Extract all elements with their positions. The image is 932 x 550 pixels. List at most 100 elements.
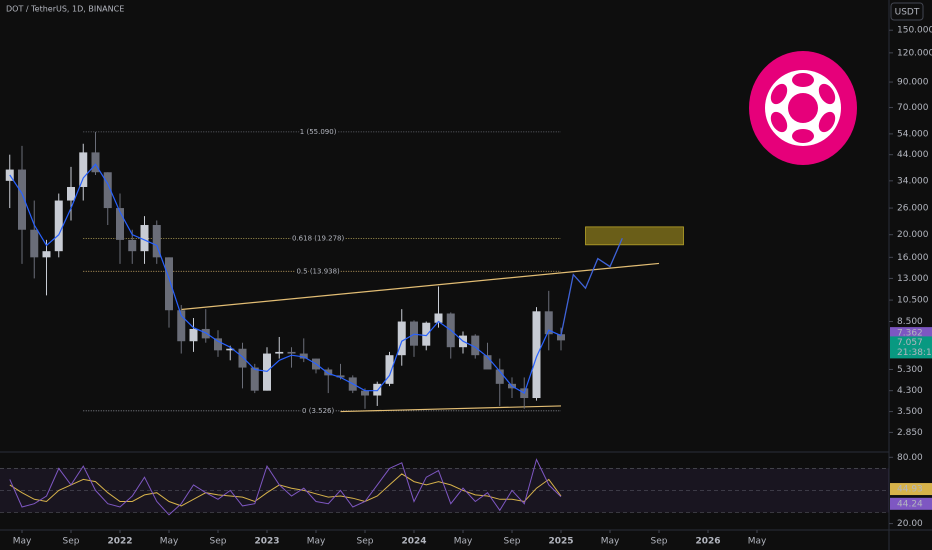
x-tick-label: Sep [210,537,227,547]
y-tick-label: 44.000 [897,150,929,160]
x-tick-label: Sep [63,537,80,547]
y-tick-label: 90.000 [897,78,929,88]
projection [560,238,623,336]
x-tick-label: May [601,537,620,547]
price-label: 7.057 [897,338,923,348]
candle-body [250,367,259,391]
y-tick-label: 120.000 [897,48,932,58]
candle-body [18,169,26,230]
price-label-box [890,327,932,340]
rsi-tick-label: 20.00 [897,519,923,529]
rsi-line [9,458,562,516]
x-tick-label: Sep [504,537,521,547]
x-tick-label: Sep [357,537,374,547]
candle-body [152,225,161,258]
candle-body [361,390,369,396]
logo-dot [770,111,788,133]
logo-dot [818,111,836,133]
logo-dot [770,83,788,105]
y-tick-label: 2.850 [897,428,923,438]
y-tick-label: 150.000 [897,26,932,36]
x-tick-label: 2026 [695,537,720,547]
candle-body [532,311,541,399]
candle-body [422,322,431,346]
y-tick-label: 34.000 [897,176,929,186]
candle-body [189,328,198,342]
candle-body [116,208,124,240]
x-tick-label: May [160,537,179,547]
candle-body [557,334,565,341]
chart-title: DOT / TetherUS, 1D, BINANCE [6,5,124,14]
candle-body [434,313,443,323]
x-tick-label: Sep [651,537,668,547]
fib-label: 0 (3.526) [302,407,334,415]
candle-body [324,369,333,376]
countdown: 21:38:12 [897,348,932,358]
candle-body [30,229,39,258]
rsi-ma [9,473,562,507]
target-zone [585,226,684,246]
candle-body [471,335,480,356]
y-tick-label: 16.000 [897,253,929,263]
y-tick-label: 8.500 [897,317,923,327]
logo-dot [792,129,814,143]
logo-center [788,93,818,123]
x-tick-label: 2023 [254,537,279,547]
x-tick-label: May [13,537,32,547]
rsi-tick-label: 80.00 [897,453,923,463]
candle-body [79,152,88,187]
fib-label: 0.5 (13.938) [296,267,340,275]
candle-body [397,321,406,356]
logo-dot [792,73,814,87]
candle-body [128,239,137,252]
candle-body [385,355,394,384]
rsi-label-box [890,483,932,496]
moving-average [9,163,562,394]
rsi-label-box [890,497,932,510]
currency-button[interactable] [890,2,924,21]
candle-body [54,200,63,252]
candle-body [483,355,492,370]
candle-body [177,310,186,342]
price-label: 7.362 [897,329,923,339]
candle-body [544,311,553,335]
candle-body [238,348,247,368]
candle-body [214,338,222,351]
candle-body [275,351,284,354]
y-tick-label: 10.500 [897,296,929,306]
candle-body [373,383,382,396]
y-tick-label: 3.500 [897,407,923,417]
candle-body [140,225,149,252]
candle-body [103,172,112,209]
y-tick-label: 4.300 [897,386,923,396]
candle-body [495,369,504,384]
fib-label: 0.618 (19.278) [292,234,344,242]
candle-body [263,353,271,391]
y-tick-label: 13.000 [897,274,929,284]
candle-body [67,186,75,201]
candle-body [91,152,100,173]
currency-label[interactable]: USDT [895,8,920,18]
y-tick-label: 5.300 [897,365,923,375]
candle-body [287,351,296,354]
y-tick-label: 26.000 [897,204,929,214]
candle-body [165,257,173,311]
x-tick-label: May [454,537,473,547]
logo-dot [818,83,836,105]
candle-body [201,328,210,339]
x-tick-label: May [748,537,767,547]
candle-body [42,251,51,258]
x-tick-label: 2024 [401,537,426,547]
fib-label: 1 (55.090) [300,128,337,136]
y-tick-label: 20.000 [897,230,929,240]
y-tick-label: 70.000 [897,103,929,113]
candle-body [226,348,235,351]
trend-line [181,262,660,311]
polkadot-logo [749,51,857,165]
rsi-label: 44.24 [897,499,923,509]
y-tick-label: 54.000 [897,129,929,139]
price-label-box [890,336,932,359]
candle-body [299,353,308,359]
x-tick-label: 2025 [548,537,573,547]
